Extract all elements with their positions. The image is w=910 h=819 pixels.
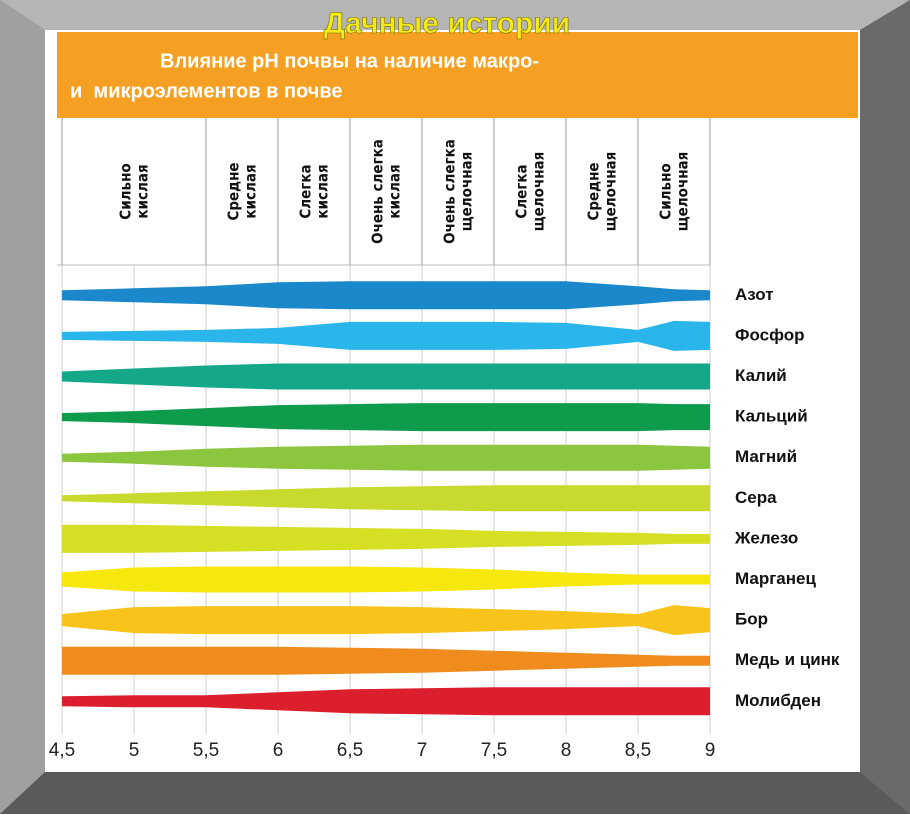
title-line: Влияние pH почвы на наличие макро-: [160, 50, 539, 72]
nutrient-label: Марганец: [735, 569, 816, 588]
nutrient-band: [62, 566, 710, 593]
nutrient-band: [62, 605, 710, 636]
nutrient-label: Молибден: [735, 691, 821, 710]
zone-label: Очень слегкакислая: [368, 139, 403, 244]
zone-label-line: Очень слегка: [368, 139, 386, 244]
nutrient-label: Кальций: [735, 407, 808, 426]
zone-label: Слегкащелочная: [512, 152, 547, 232]
nutrient-band: [62, 403, 710, 432]
x-tick-label: 4,5: [49, 740, 75, 761]
zone-label-line: Слегка: [296, 164, 314, 218]
nutrient-band: [62, 363, 710, 390]
nutrient-label: Азот: [735, 285, 774, 304]
nutrient-band: [62, 485, 710, 512]
zone-label: Среднекислая: [224, 162, 259, 220]
zone-label-line: щелочная: [457, 152, 475, 232]
nutrient-label: Калий: [735, 366, 787, 385]
x-tick-label: 9: [705, 740, 716, 761]
zone-label-line: Сильно: [116, 163, 134, 219]
x-tick-label: 5: [129, 740, 140, 761]
x-tick-label: 6: [273, 740, 284, 761]
zone-label-line: Слегка: [512, 164, 530, 218]
zone-label-line: кислая: [385, 164, 403, 218]
nutrient-label: Фосфор: [735, 325, 805, 344]
zone-label: Сильнощелочная: [656, 152, 691, 232]
nutrient-band: [62, 281, 710, 310]
x-tick-label: 6,5: [337, 740, 363, 761]
header-band: [57, 32, 858, 118]
zone-label-line: щелочная: [601, 152, 619, 232]
zone-label-line: Средне: [584, 162, 602, 220]
zone-label-line: щелочная: [529, 152, 547, 232]
zone-label-line: кислая: [133, 164, 151, 218]
zone-label-line: кислая: [313, 164, 331, 218]
x-tick-label: 8,5: [625, 740, 651, 761]
x-tick-label: 8: [561, 740, 572, 761]
frame-right: [860, 0, 910, 814]
zone-label-line: Средне: [224, 162, 242, 220]
nutrient-band: [62, 524, 710, 553]
zone-label-line: кислая: [241, 164, 259, 218]
zone-label-line: щелочная: [673, 152, 691, 232]
title-line: и микроэлементов в почве: [70, 80, 343, 102]
zone-label-line: Сильно: [656, 163, 674, 219]
x-tick-label: 7: [417, 740, 428, 761]
nutrient-band: [62, 320, 710, 351]
frame-bottom: [0, 772, 910, 814]
nutrient-label: Бор: [735, 610, 768, 629]
zone-label: Очень слегкащелочная: [440, 139, 475, 244]
nutrient-band: [62, 687, 710, 716]
nutrient-label: Медь и цинк: [735, 650, 840, 669]
zone-label-line: Очень слегка: [440, 139, 458, 244]
nutrient-label: Железо: [734, 528, 798, 547]
zone-label: Среднещелочная: [584, 152, 619, 232]
nutrient-label: Магний: [735, 447, 797, 466]
x-tick-label: 7,5: [481, 740, 507, 761]
zone-label: Слегкакислая: [296, 164, 331, 218]
x-tick-label: 5,5: [193, 740, 219, 761]
watermark: Дачные истории: [324, 7, 570, 40]
nutrient-band: [62, 444, 710, 471]
nutrient-band: [62, 646, 710, 675]
frame-top: [0, 0, 910, 30]
frame-left: [0, 0, 45, 814]
nutrient-label: Сера: [735, 488, 777, 507]
zone-label: Сильнокислая: [116, 163, 151, 219]
